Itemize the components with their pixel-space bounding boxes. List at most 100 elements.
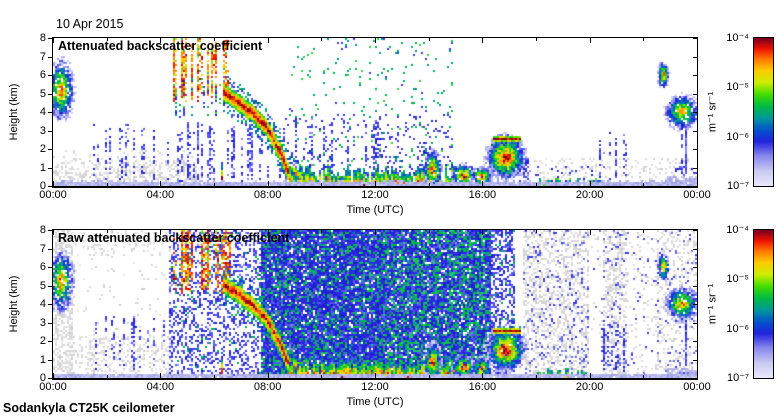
y-tick-mark [48, 378, 52, 379]
x-tick-mark [268, 373, 269, 378]
colorbar-tick-label: 10⁻⁶ [726, 322, 749, 335]
x-tick-mark [214, 375, 215, 378]
x-tick-label: 12:00 [361, 381, 389, 393]
x-tick-mark [160, 181, 161, 186]
y-tick-label: 6 [39, 69, 46, 81]
date-title: 10 Apr 2015 [56, 17, 124, 31]
x-tick-mark [536, 38, 537, 41]
y-tick-label: 7 [39, 242, 46, 255]
colorbar-ticks-top: 10⁻⁴ 10⁻⁵ 10⁻⁶ 10⁻⁷ [703, 32, 750, 192]
y-tick-mark [48, 75, 52, 76]
x-tick-mark [643, 230, 644, 233]
x-tick-label: 08:00 [253, 189, 282, 201]
y-tick-label: 4 [39, 298, 46, 310]
y-tick-mark [48, 230, 52, 231]
y-tick-mark [693, 267, 697, 268]
x-tick-label: 00:00 [39, 381, 67, 393]
colorbar-tick-label: 10⁻⁷ [726, 372, 749, 384]
x-tick-mark [697, 38, 698, 43]
y-tick-mark [693, 112, 697, 113]
colorbar-tick-label: 10⁻⁴ [726, 224, 749, 236]
y-tick-mark [693, 131, 697, 132]
colorbar-bottom [753, 229, 774, 379]
x-tick-mark [429, 38, 430, 41]
y-tick-label: 4 [39, 106, 46, 118]
y-tick-mark [693, 186, 697, 187]
x-tick-label: 20:00 [575, 381, 604, 393]
x-tick-mark [321, 183, 322, 186]
x-tick-mark [107, 375, 108, 378]
x-tick-mark [482, 181, 483, 186]
y-axis-ticks-bottom: 0 1 2 3 4 5 6 7 8 [29, 224, 48, 384]
x-tick-mark [482, 230, 483, 235]
colorbar-canvas-top [754, 38, 773, 186]
y-axis-ticks-top: 0 1 2 3 4 5 6 7 8 [29, 32, 48, 192]
y-tick-label: 7 [39, 50, 46, 63]
x-tick-mark [590, 181, 591, 186]
y-tick-mark [48, 38, 52, 39]
y-tick-label: 2 [39, 335, 46, 347]
x-tick-label: 16:00 [468, 381, 497, 393]
x-tick-label: 00:00 [39, 189, 67, 201]
y-tick-mark [693, 249, 697, 250]
x-tick-mark [697, 230, 698, 235]
x-tick-mark [375, 230, 376, 235]
y-tick-label: 0 [39, 372, 46, 384]
x-tick-mark [429, 230, 430, 233]
x-tick-label: 04:00 [146, 189, 175, 201]
x-axis-label-top: Time (UTC) [346, 204, 404, 216]
x-tick-mark [53, 181, 54, 186]
x-tick-label: 00:00 [683, 381, 711, 393]
y-tick-mark [693, 57, 697, 58]
y-tick-label: 0 [39, 180, 46, 192]
y-tick-mark [48, 286, 52, 287]
x-tick-mark [590, 373, 591, 378]
x-tick-mark [429, 183, 430, 186]
y-tick-mark [48, 186, 52, 187]
colorbar-unit-top: m⁻¹ sr⁻¹ [706, 91, 719, 133]
x-tick-mark [214, 38, 215, 41]
x-tick-mark [375, 373, 376, 378]
x-tick-mark [375, 38, 376, 43]
colorbar-unit-bottom: m⁻¹ sr⁻¹ [706, 283, 719, 325]
x-tick-mark [107, 183, 108, 186]
panel-raw-backscatter: Raw attenuated backscatter coefficient [48, 229, 698, 380]
x-tick-mark [107, 230, 108, 233]
heatmap-canvas-bottom [53, 230, 697, 378]
y-tick-mark [693, 38, 697, 39]
x-tick-mark [160, 373, 161, 378]
y-tick-label: 8 [39, 32, 46, 44]
y-tick-mark [693, 230, 697, 231]
x-tick-label: 20:00 [575, 189, 604, 201]
y-tick-label: 3 [39, 316, 46, 329]
x-axis-ticks-top: 00:00 04:00 08:00 12:00 16:00 20:00 00:00 [39, 189, 711, 203]
y-tick-mark [48, 149, 52, 150]
y-tick-mark [48, 112, 52, 113]
y-tick-label: 5 [39, 87, 46, 100]
y-tick-mark [693, 341, 697, 342]
y-tick-label: 2 [39, 143, 46, 155]
x-tick-mark [482, 38, 483, 43]
y-tick-label: 1 [39, 353, 46, 366]
y-tick-mark [693, 304, 697, 305]
x-tick-mark [536, 375, 537, 378]
x-tick-mark [536, 230, 537, 233]
x-tick-mark [429, 375, 430, 378]
x-tick-label: 00:00 [683, 189, 711, 201]
y-tick-mark [48, 57, 52, 58]
x-tick-mark [643, 375, 644, 378]
y-tick-label: 1 [39, 161, 46, 174]
x-tick-mark [321, 375, 322, 378]
x-tick-mark [268, 230, 269, 235]
y-tick-mark [48, 249, 52, 250]
y-tick-mark [48, 341, 52, 342]
instrument-label: Sodankyla CT25K ceilometer [3, 401, 175, 415]
x-axis-ticks-bottom: 00:00 04:00 08:00 12:00 16:00 20:00 00:00 [39, 381, 711, 395]
x-tick-mark [53, 38, 54, 43]
y-tick-mark [693, 149, 697, 150]
y-axis-label-bottom: Height (km) [8, 275, 20, 333]
heatmap-canvas-top [53, 38, 697, 186]
y-tick-mark [48, 94, 52, 95]
y-tick-mark [48, 131, 52, 132]
